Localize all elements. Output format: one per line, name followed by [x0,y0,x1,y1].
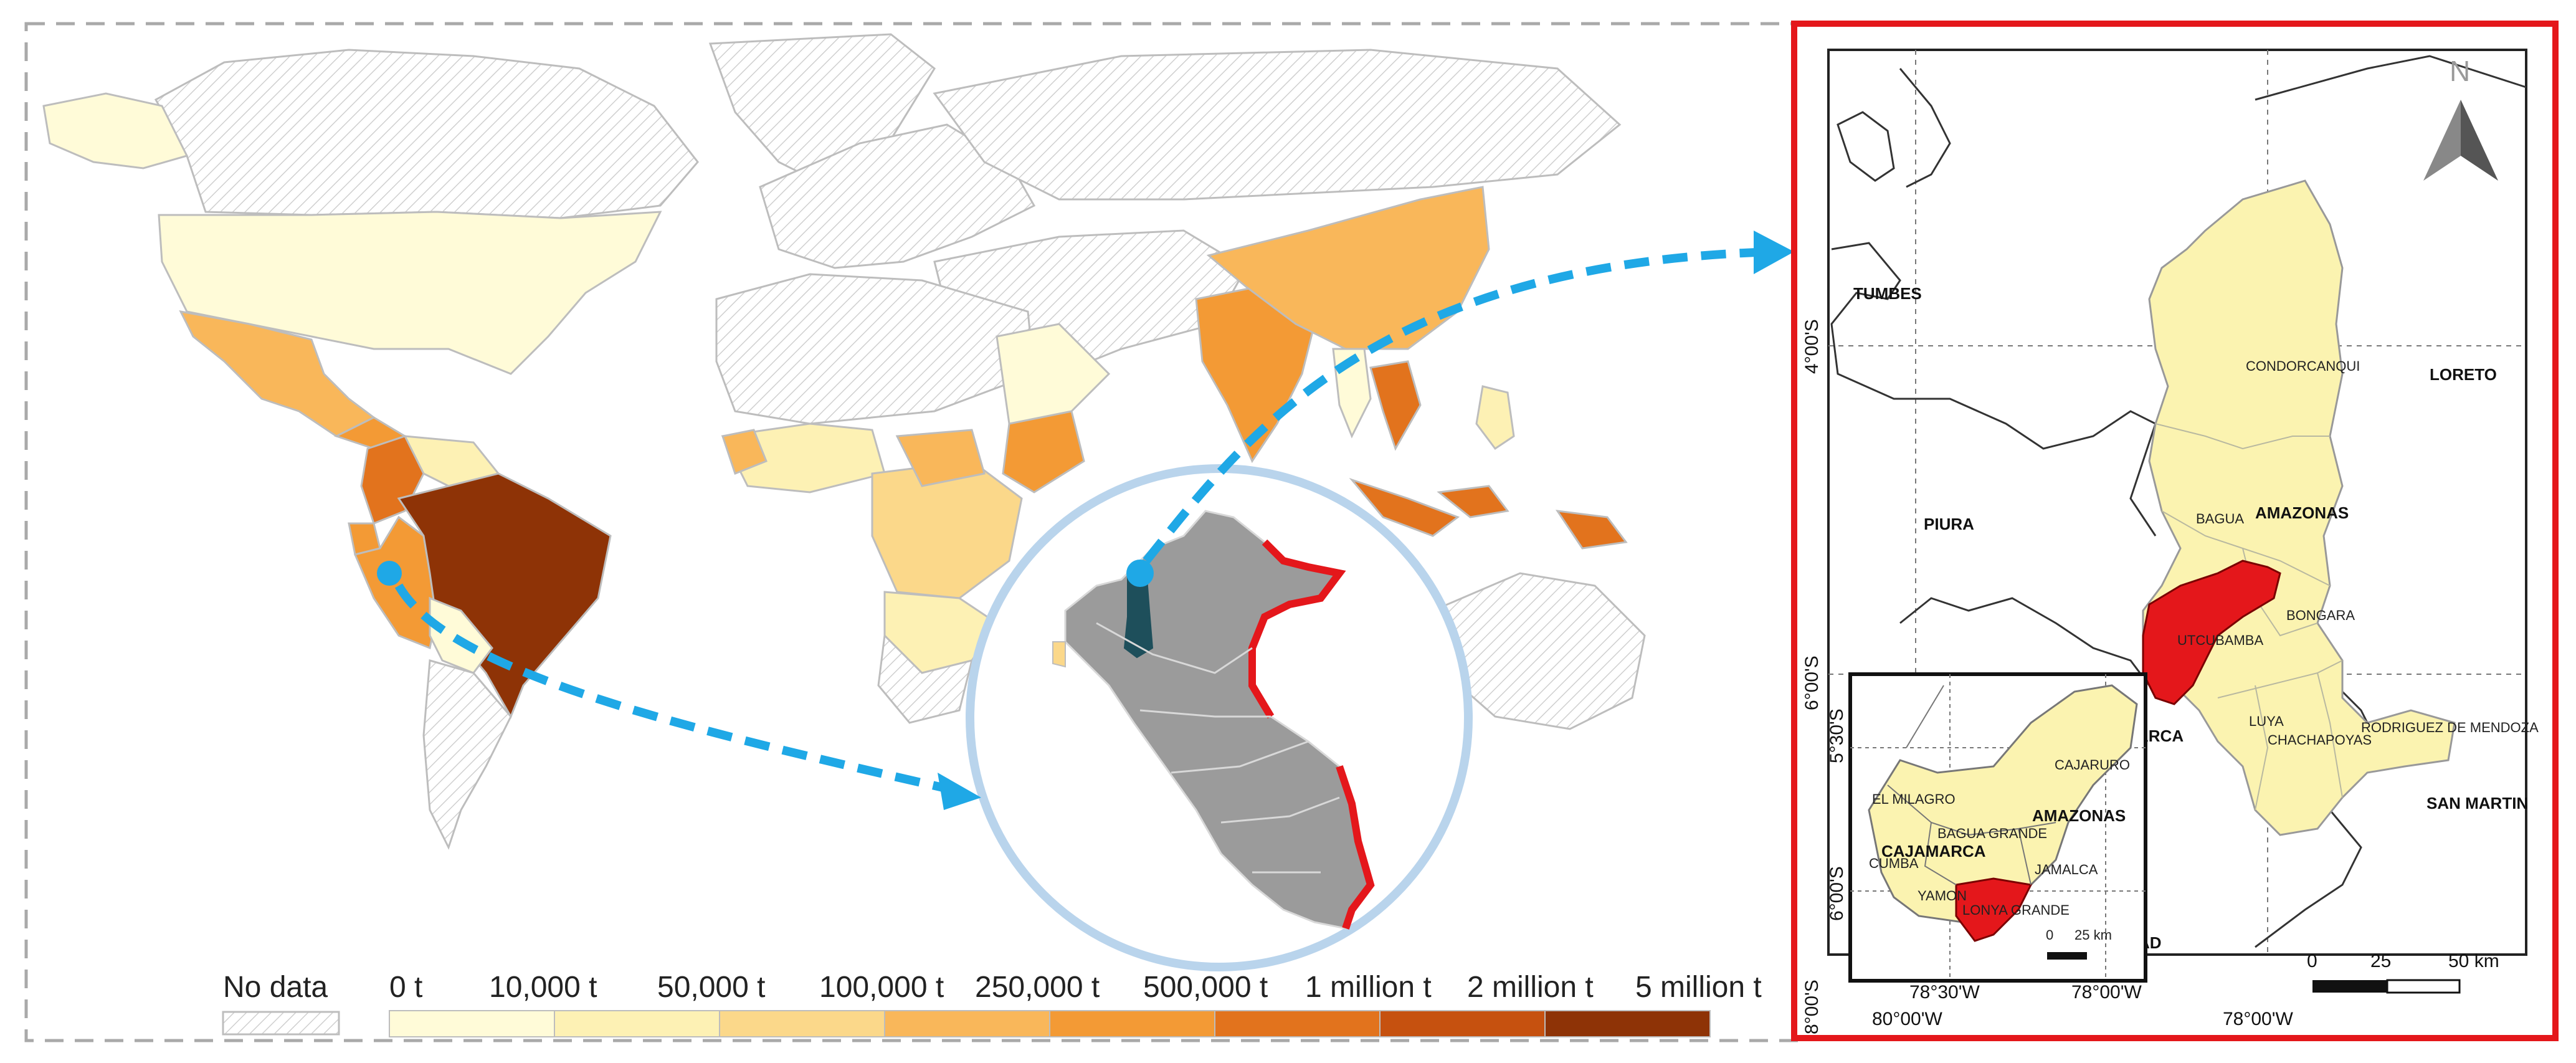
country-png [1555,510,1628,550]
inset-label-cumba: CUMBA [1869,856,1919,871]
country-alaska [42,92,189,169]
label-bagua: BAGUA [2196,511,2244,527]
inset-label-yamon: YAMON [1918,888,1967,903]
legend-swatch [1049,1010,1215,1037]
label-luya: LUYA [2249,713,2284,729]
country-russia [933,49,1622,201]
north-arrow-icon: N [2423,55,2498,181]
label-tumbes: TUMBES [1853,284,1922,303]
inset-label-cajamarca: CAJAMARCA [1881,842,1986,860]
inset-lonya-grande [1955,877,2033,942]
arrow-head-inset [938,773,981,810]
inset-lat-600: 6°00'S [1827,866,1847,921]
label-piura: PIURA [1924,515,1974,533]
legend-label: 10,000 t [489,971,597,1004]
legend-bars [389,1010,1711,1037]
lat-label-6s: 6°00'S [1802,655,1822,710]
country-vietnam [1369,360,1422,451]
legend: No data 0 t 10,000 t 50,000 t 100,000 t 250,… [222,971,1762,1037]
arrow-head-detail [1754,231,1794,274]
scale-tick-0: 0 [2307,951,2317,971]
country-philippines [1475,385,1515,450]
scale-tick-25: 25 [2370,951,2391,971]
inset-lon-7830: 78°30'W [1909,982,1980,1003]
arrow-world-to-inset [394,583,961,796]
inset-label-lonya-grande: LONYA GRANDE [1962,902,2070,918]
legend-no-data-label: No data [223,971,328,1004]
detail-scale-bar: 0 25 50 km [2307,951,2499,994]
legend-swatch [1379,1010,1546,1037]
country-brazil [397,472,612,719]
legend-no-data-swatch [222,1011,340,1036]
inset-scale-0: 0 [2046,927,2053,943]
country-argentina [422,659,512,850]
peru-border-highlight [1248,539,1375,930]
peru-internal-borders [1096,622,1340,874]
inset-scale-bar: 0 25 km [2046,927,2112,960]
scale-tick-50: 50 km [2448,951,2499,971]
legend-swatch [719,1010,885,1037]
peru-marker-world [377,561,402,586]
inset-label-amazonas: AMAZONAS [2032,806,2126,825]
legend-swatch [884,1010,1050,1037]
inset-label-cajaruro: CAJARURO [2055,757,2130,773]
lon-label-80w: 80°00'W [1872,1009,1942,1029]
country-canada [154,49,699,219]
legend-label: 1 million t [1305,971,1432,1004]
north-arrow-label: N [2450,55,2470,87]
label-san-martin: SAN MARTIN [2426,794,2528,813]
legend-label: 5 million t [1635,971,1762,1004]
legend-label: 2 million t [1467,971,1594,1004]
inset-lon-7800: 78°00'W [2071,982,2142,1003]
label-chachapoyas: CHACHAPOYAS [2268,732,2372,748]
world-map [42,33,1646,850]
inset-label-el-milagro: EL MILAGRO [1872,791,1956,807]
legend-labels: 0 t 10,000 t 50,000 t 100,000 t 250,000 t 500… [389,971,1762,1004]
country-indonesia [1349,477,1460,537]
arrow-inset-to-detail [1143,248,1757,564]
legend-label: 0 t [389,971,422,1004]
legend-label: 100,000 t [819,971,944,1004]
country-nigeria [721,429,768,475]
inset-label-bagua-grande: BAGUA GRANDE [1937,826,2047,841]
peru-marker-inset [1126,560,1154,587]
connector-arrows [377,231,1794,810]
label-amazonas: AMAZONAS [2255,503,2349,522]
label-utcubamba: UTCUBAMBA [2177,632,2263,648]
legend-label: 50,000 t [657,971,765,1004]
legend-label: 500,000 t [1143,971,1268,1004]
label-rodriguez: RODRIGUEZ DE MENDOZA [2361,720,2539,735]
amazonas-region [2142,179,2456,836]
legend-swatch [554,1010,720,1037]
label-loreto: LORETO [2430,365,2497,384]
inset-amazonas-area [1868,684,2138,923]
legend-label: 250,000 t [975,971,1100,1004]
legend-swatch [1214,1010,1381,1037]
inset-borders [1887,685,2056,885]
ecuador-sliver [1052,641,1066,668]
label-bongara: BONGARA [2286,608,2355,623]
country-cameroon [895,429,986,487]
legend-swatch [389,1010,555,1037]
country-sudan [996,323,1111,425]
label-condorcanqui: CONDORCANQUI [2246,358,2360,374]
region-south-africa [877,633,974,724]
amazonas-province-borders [2155,423,2343,811]
region-north-africa [715,273,1035,425]
inset-scale-25: 25 km [2075,927,2112,943]
country-indonesia-east [1437,485,1509,518]
legend-swatch [1544,1010,1711,1037]
lat-label-4s: 4°00'S [1802,319,1822,374]
peru-map [1052,510,1375,930]
inset-label-jamalca: JAMALCA [2035,862,2098,877]
lon-label-78w: 78°00'W [2223,1009,2293,1029]
region-europe [759,123,1036,269]
inset-lat-530: 5°30'S [1827,708,1847,763]
lat-label-8s: 8°00'S [1802,980,1822,1034]
utcubamba-province [2142,560,2281,705]
